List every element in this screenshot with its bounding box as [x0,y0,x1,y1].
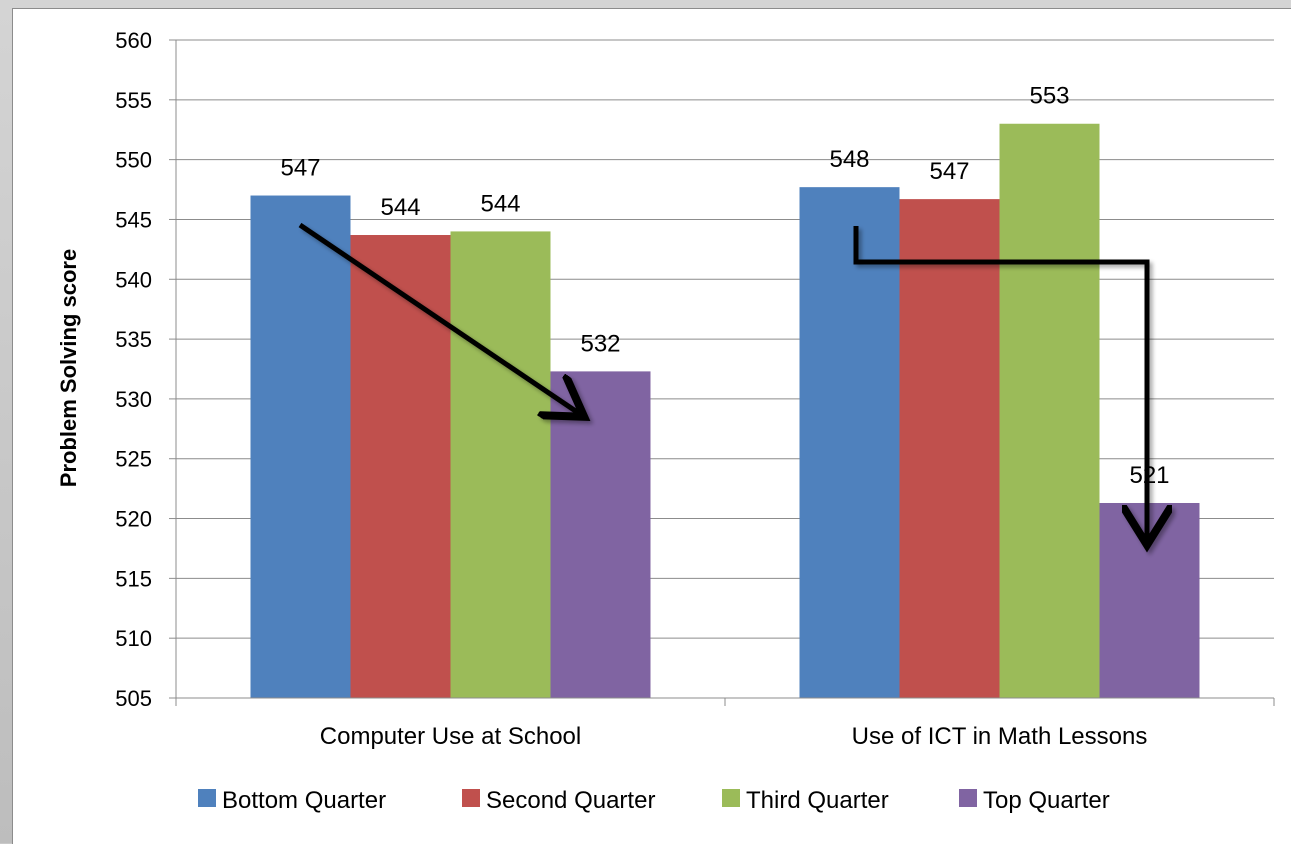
data-label: 547 [280,155,320,182]
legend-swatch [959,789,977,807]
bar [350,235,451,699]
y-tick-label: 535 [115,327,152,352]
data-label: 553 [1029,83,1069,110]
y-tick-label: 545 [115,207,152,232]
legend-label: Second Quarter [486,787,655,814]
y-tick-label: 520 [115,507,152,532]
bar [799,187,900,699]
bar [999,123,1100,698]
legend-label: Bottom Quarter [222,787,386,814]
trend-arrow-diagonal [298,222,580,414]
y-tick-label: 530 [115,387,152,412]
annotation-arrows [298,222,1147,540]
y-tick-label: 550 [115,148,152,173]
y-tick-label: 560 [115,28,152,53]
axes [175,40,1275,706]
category-label: Computer Use at School [320,723,581,750]
legend-swatch [722,789,740,807]
legend-label: Third Quarter [746,787,889,814]
category-labels: Computer Use at School Use of ICT in Math… [320,723,1148,750]
category-label: Use of ICT in Math Lessons [852,723,1148,750]
y-tick-label: 515 [115,566,152,591]
data-label: 544 [380,194,420,221]
bars [250,123,1200,699]
y-tick-label: 555 [115,88,152,113]
legend-label: Top Quarter [983,787,1110,814]
y-tick-label: 510 [115,626,152,651]
bar [450,231,551,698]
data-label: 532 [580,330,620,357]
legend-swatch [462,789,480,807]
y-tick-label: 525 [115,447,152,472]
y-tick-label: 540 [115,267,152,292]
data-label: 547 [929,158,969,185]
data-label: 544 [480,190,520,217]
y-tick-label: 505 [115,686,152,711]
trend-arrow-elbow [853,226,1147,540]
legend: Bottom Quarter Second Quarter Third Quarte… [198,787,1110,814]
bar [550,371,651,698]
y-axis-title: Problem Solving score [56,249,81,487]
legend-swatch [198,789,216,807]
y-axis-ticks: 505 510 515 520 525 530 535 540 545 550 555 560 [115,28,176,711]
data-label: 548 [829,146,869,173]
bar [899,199,1000,698]
bar [250,195,351,698]
